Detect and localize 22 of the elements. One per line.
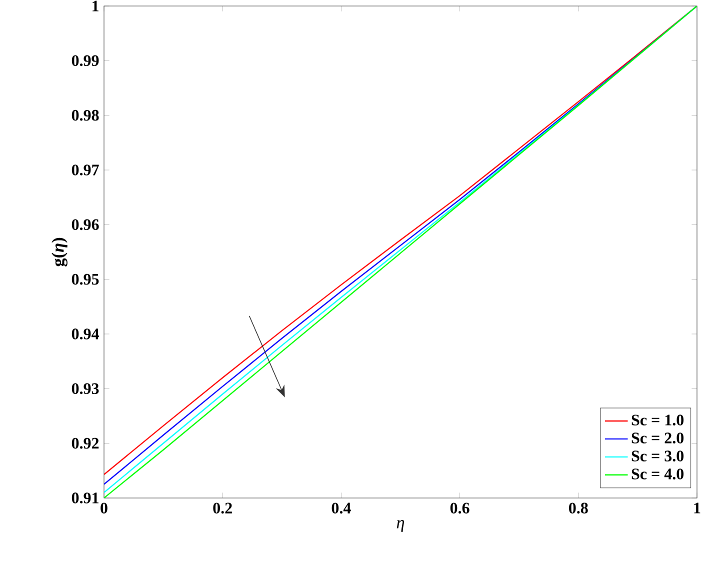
y-tick-label: 0.93 [72, 383, 99, 394]
x-tick-label: 0.4 [332, 502, 351, 514]
x-tick-label: 0.2 [213, 502, 232, 514]
legend-label: Sc = 1.0 [632, 414, 684, 426]
y-tick-label: 0.92 [72, 438, 99, 449]
x-tick-label: 0.6 [450, 502, 470, 514]
y-tick-label: 0.97 [72, 164, 99, 176]
y-tick-label: 0.95 [72, 274, 99, 285]
x-tick-label: 0 [100, 502, 108, 514]
legend-label: Sc = 3.0 [632, 450, 684, 462]
y-tick-label: 0.91 [72, 492, 98, 504]
y-axis-title: g(η) [52, 238, 68, 266]
x-tick-label: 1 [694, 502, 700, 514]
y-tick-label: 0.94 [72, 328, 99, 340]
y-tick-label: 0.98 [72, 110, 99, 121]
legend-label: Sc = 4.0 [632, 468, 684, 480]
y-tick-label: 1 [92, 0, 98, 12]
legend-label: Sc = 2.0 [632, 432, 684, 444]
y-tick-label: 0.96 [72, 219, 99, 230]
x-axis-title: η [396, 520, 404, 532]
y-tick-label: 0.99 [72, 55, 99, 66]
x-tick-label: 0.8 [569, 502, 588, 514]
